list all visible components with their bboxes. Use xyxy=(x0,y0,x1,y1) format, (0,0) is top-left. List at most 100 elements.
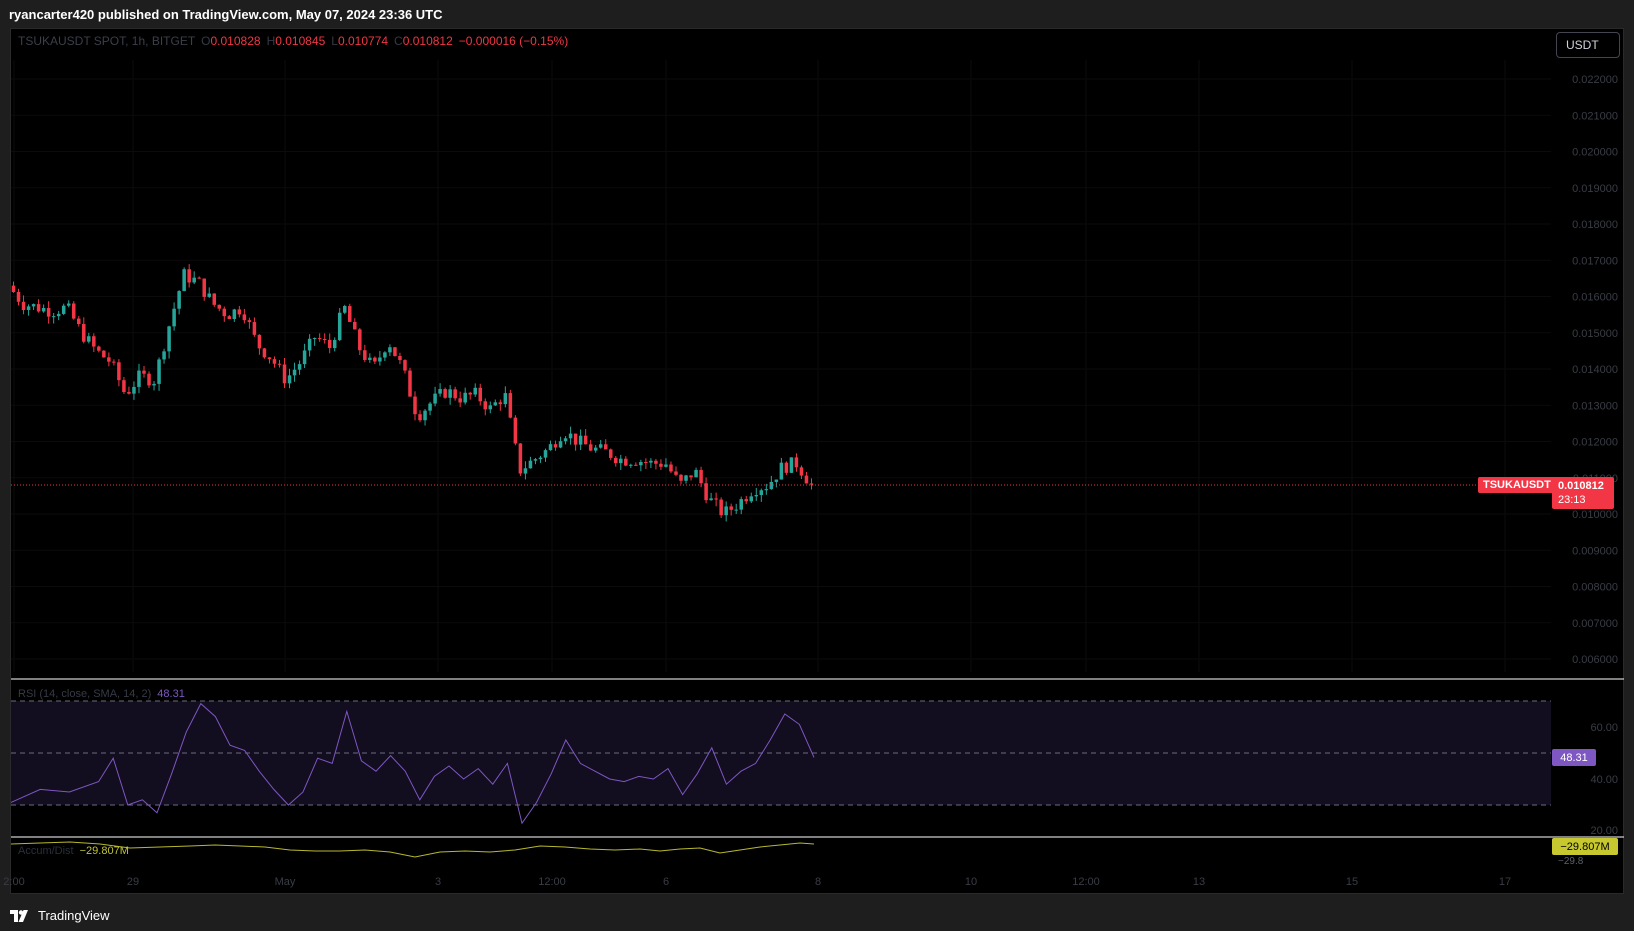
candle-body xyxy=(769,481,774,490)
candle-body xyxy=(132,386,136,394)
candle-body xyxy=(137,370,141,387)
candle-body xyxy=(789,457,794,473)
candle-body xyxy=(438,389,442,394)
candle-body xyxy=(588,444,593,451)
candle-body xyxy=(453,389,457,399)
candle-body xyxy=(267,357,272,360)
low-label: L xyxy=(331,34,338,48)
candle-body xyxy=(543,450,548,458)
candle-body xyxy=(142,370,146,374)
candle-body xyxy=(182,269,186,292)
accum-dist-line xyxy=(10,841,815,858)
candle-body xyxy=(664,464,668,467)
candle-body xyxy=(493,402,498,406)
candle-body xyxy=(127,392,131,394)
rsi-legend[interactable]: RSI (14, close, SMA, 14, 2) 48.31 xyxy=(18,688,185,700)
candle-body xyxy=(458,398,462,403)
currency-button[interactable]: USDT xyxy=(1556,32,1620,58)
candle-body xyxy=(553,444,558,448)
candle-body xyxy=(332,340,337,349)
candle-body xyxy=(729,506,733,510)
candle-body xyxy=(222,308,227,317)
candle-body xyxy=(654,460,658,464)
candle-body xyxy=(187,269,191,283)
candle-body xyxy=(207,293,211,297)
candle-body xyxy=(649,460,653,463)
candle-body xyxy=(317,338,322,340)
candle-body xyxy=(327,339,332,349)
close-value: 0.010812 xyxy=(402,34,453,48)
candle-body xyxy=(694,469,698,478)
rsi-line xyxy=(10,702,815,825)
candle-body xyxy=(684,475,688,481)
candle-body xyxy=(724,506,728,516)
time-tick-label: 12:00 xyxy=(538,876,566,888)
candle-body xyxy=(714,498,718,500)
candle-body xyxy=(363,350,367,360)
candle-body xyxy=(679,474,683,481)
accum-dist-legend[interactable]: Accum/Dist −29.807M xyxy=(18,845,129,857)
candle-body xyxy=(533,459,538,461)
low-value: 0.010774 xyxy=(337,34,389,48)
candle-body xyxy=(603,444,608,450)
candle-body xyxy=(26,306,31,310)
candle-body xyxy=(809,483,814,485)
candle-body xyxy=(568,433,573,439)
candle-body xyxy=(779,462,784,480)
candle-body xyxy=(287,375,292,384)
candle-body xyxy=(784,462,789,473)
footer: TradingView xyxy=(0,900,1634,931)
last-price-label: 0.010812 23:13 xyxy=(1552,477,1614,509)
candle-body xyxy=(227,316,232,319)
candle-body xyxy=(262,348,267,358)
candle-body xyxy=(513,417,518,444)
price-tick-label: 0.014000 xyxy=(1572,364,1618,376)
candle-body xyxy=(107,357,111,362)
candle-body xyxy=(573,433,578,445)
candle-body xyxy=(358,329,362,351)
tradingview-logo-icon[interactable] xyxy=(10,909,32,922)
candle-body xyxy=(443,389,447,398)
candle-body xyxy=(749,496,754,502)
candle-body xyxy=(593,447,598,451)
rsi-tick-label: 20.00 xyxy=(1590,825,1618,837)
candle-body xyxy=(61,305,66,314)
candle-body xyxy=(87,336,91,342)
rsi-value-badge: 48.31 xyxy=(1552,749,1596,766)
symbol-title[interactable]: TSUKAUSDT SPOT, 1h, BITGET xyxy=(18,34,196,48)
candle-body xyxy=(403,360,407,371)
price-tick-label: 0.008000 xyxy=(1572,582,1618,594)
symbol-legend[interactable]: TSUKAUSDT SPOT, 1h, BITGET O 0.010828 H 0.… xyxy=(18,34,568,48)
high-label: H xyxy=(266,34,276,48)
candle-body xyxy=(56,313,61,317)
candle-body xyxy=(639,462,643,466)
candle-body xyxy=(272,359,277,364)
candle-body xyxy=(704,483,708,501)
candle-body xyxy=(92,336,96,347)
candle-body xyxy=(558,441,563,448)
candle-body xyxy=(719,499,723,516)
candle-body xyxy=(754,495,759,497)
candle-body xyxy=(644,462,648,464)
candle-body xyxy=(804,475,809,484)
candle-body xyxy=(468,392,472,395)
accum-dist-title[interactable]: Accum/Dist xyxy=(18,845,74,857)
candle-body xyxy=(217,304,222,309)
candle-body xyxy=(473,387,477,395)
candle-body xyxy=(774,479,779,482)
price-tick-label: 0.016000 xyxy=(1572,292,1618,304)
candle-body xyxy=(398,356,402,361)
candle-body xyxy=(538,457,543,460)
candle-body xyxy=(46,307,51,317)
candle-body xyxy=(16,291,21,302)
candle-body xyxy=(277,363,282,365)
time-tick-label: 3 xyxy=(435,876,441,888)
price-tick-label: 0.009000 xyxy=(1572,545,1618,557)
time-tick-label: 12:00 xyxy=(1072,876,1100,888)
time-tick-label: 8 xyxy=(815,876,821,888)
rsi-title[interactable]: RSI (14, close, SMA, 14, 2) xyxy=(18,688,152,700)
footer-brand[interactable]: TradingView xyxy=(38,908,110,923)
candle-body xyxy=(413,396,417,415)
rsi-legend-value: 48.31 xyxy=(157,688,185,700)
